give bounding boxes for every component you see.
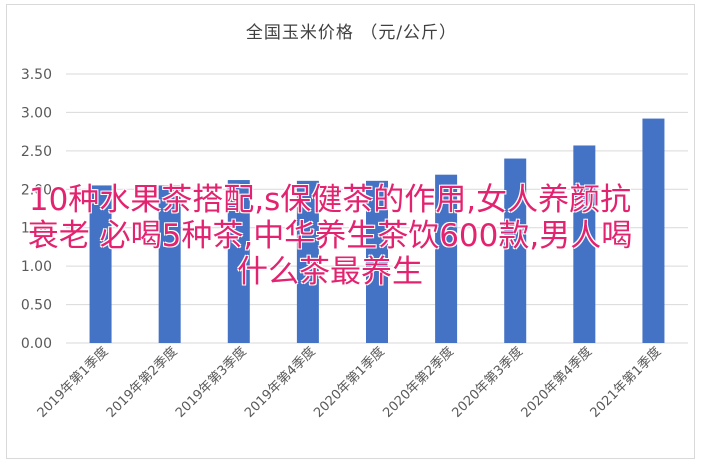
bar [642, 118, 665, 343]
y-tick-label: 1.50 [21, 221, 52, 237]
y-tick-label: 2.50 [21, 144, 52, 160]
x-tick-label: 2020年第1季度 [310, 344, 387, 421]
x-tick-label: 2021年第1季度 [587, 344, 664, 421]
x-tick-label: 2020年第4季度 [518, 344, 595, 421]
y-tick-label: 1.00 [21, 259, 52, 275]
y-tick-label: 0.50 [21, 298, 52, 314]
bar [158, 185, 181, 343]
overlay-caption: 10种水果茶搭配,s保健茶的作用,女人养颜抗衰老 必喝5种茶,中华养生茶饮600… [27, 182, 633, 290]
x-tick-label: 2019年第4季度 [241, 344, 318, 421]
bar [504, 158, 527, 343]
x-tick-label: 2019年第3季度 [172, 344, 249, 421]
bar [573, 145, 596, 343]
bar [227, 180, 250, 343]
x-tick-label: 2020年第3季度 [449, 344, 526, 421]
y-tick-label: 3.00 [21, 105, 52, 121]
x-tick-label: 2020年第2季度 [380, 344, 457, 421]
y-tick-label: 2.00 [21, 182, 52, 198]
x-tick-label: 2019年第2季度 [103, 344, 180, 421]
bar [89, 185, 112, 343]
y-tick-label: 3.50 [21, 67, 52, 83]
bar [366, 180, 388, 343]
y-tick-label: 0.00 [21, 336, 52, 352]
bar [435, 174, 458, 343]
bar [296, 180, 319, 343]
chart-title: 全国玉米价格 （元/公斤） [245, 23, 458, 43]
x-tick-label: 2019年第1季度 [34, 344, 111, 421]
